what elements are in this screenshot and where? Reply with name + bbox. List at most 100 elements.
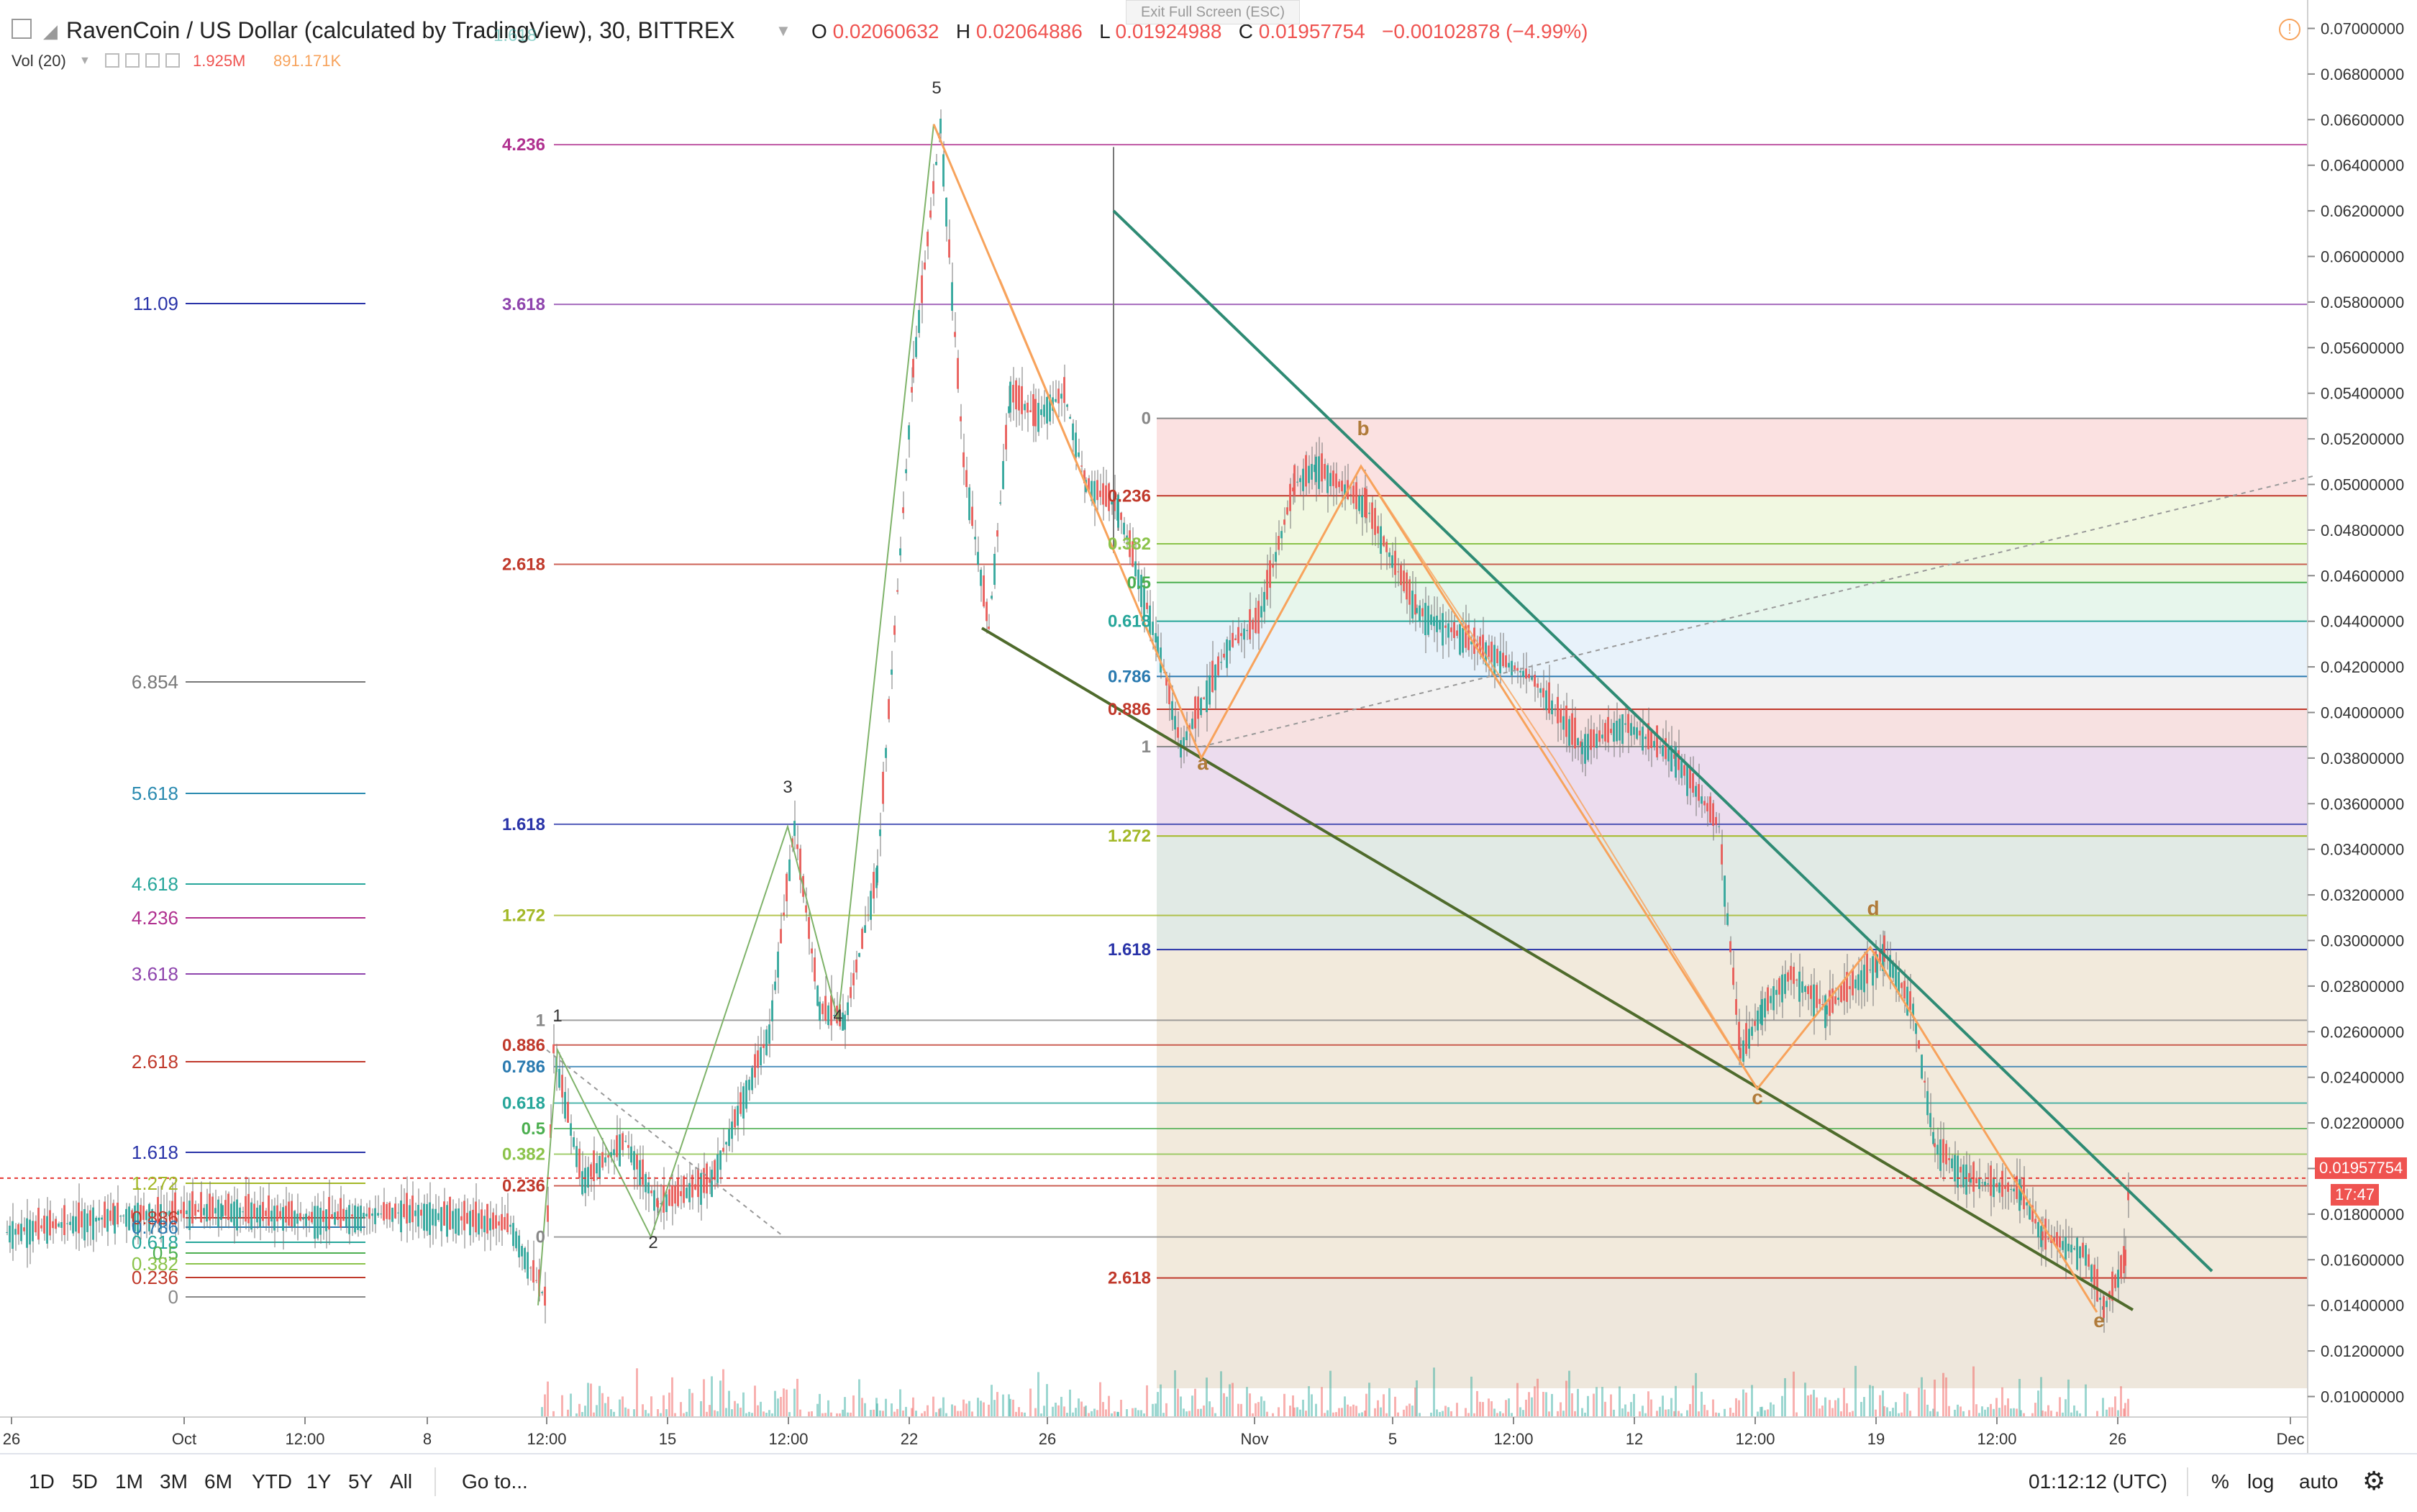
candle-body — [805, 905, 807, 913]
utc-clock[interactable]: 01:12:12 (UTC) — [2029, 1470, 2167, 1493]
candle-body — [1951, 1158, 1953, 1169]
chevron-down-icon[interactable]: ▼ — [79, 55, 91, 67]
candle-body — [1032, 394, 1034, 427]
candle-body — [368, 1207, 370, 1219]
range-ytd[interactable]: YTD — [252, 1470, 292, 1493]
volume-bar — [824, 1413, 827, 1417]
range-3m[interactable]: 3M — [160, 1470, 188, 1493]
volume-bar — [1686, 1410, 1688, 1417]
range-5y[interactable]: 5Y — [348, 1470, 373, 1493]
candle-body — [899, 548, 901, 556]
volume-bar — [1995, 1398, 1998, 1417]
candle-body — [200, 1192, 202, 1223]
alert-icon[interactable]: ! — [2279, 19, 2300, 40]
volume-bar — [1476, 1390, 1478, 1417]
volume-bar — [1993, 1408, 1995, 1417]
auto-scale-toggle[interactable]: auto — [2299, 1470, 2339, 1493]
volume-bar — [842, 1409, 844, 1417]
candle-body — [613, 1149, 615, 1155]
candle-body — [1114, 493, 1116, 511]
volume-bar — [1601, 1387, 1603, 1417]
volume-bar — [1975, 1404, 1977, 1417]
candle-body — [171, 1201, 173, 1220]
volume-bar — [1968, 1410, 1970, 1417]
symbol-title[interactable]: RavenCoin / US Dollar (calculated by Tra… — [66, 17, 735, 43]
candle-body — [697, 1168, 699, 1198]
range-6m[interactable]: 6M — [204, 1470, 232, 1493]
volume-bar — [1901, 1412, 1903, 1417]
candle-body — [1670, 745, 1672, 772]
exit-fullscreen-tip[interactable]: Exit Full Screen (ESC) — [1126, 0, 1300, 24]
gear-icon[interactable]: ⚙ — [2362, 1466, 2386, 1495]
candle-body — [587, 1167, 589, 1188]
volume-bar — [2018, 1379, 2021, 1417]
candle-body — [322, 1211, 324, 1222]
volume-bar — [1347, 1404, 1349, 1417]
price-tick-label: 0.05800000 — [2321, 293, 2404, 311]
candle-body — [1793, 967, 1795, 984]
candle-body — [1798, 971, 1801, 1002]
price-tick-label: 0.04600000 — [2321, 567, 2404, 585]
volume-bar — [1810, 1394, 1812, 1417]
candle-body — [1134, 561, 1137, 577]
volume-bar — [1223, 1393, 1225, 1417]
volume-bar — [793, 1388, 796, 1417]
candle-body — [927, 232, 929, 247]
volume-bar — [957, 1411, 959, 1417]
candle-body — [2067, 1243, 2070, 1252]
candle-body — [1416, 608, 1418, 614]
candle-body — [58, 1223, 60, 1227]
range-1m[interactable]: 1M — [115, 1470, 143, 1493]
candle-body — [328, 1197, 330, 1230]
chevron-down-icon[interactable]: ▼ — [775, 22, 791, 40]
candle-body — [2127, 1188, 2129, 1201]
candle-body — [2056, 1231, 2058, 1249]
candle-body — [1650, 730, 1652, 748]
candle-body — [371, 1213, 373, 1216]
range-1d[interactable]: 1D — [29, 1470, 55, 1493]
candle-body — [1421, 608, 1424, 616]
gear-icon[interactable] — [125, 53, 140, 68]
fib-band — [1157, 1278, 2308, 1388]
candle-body — [683, 1176, 685, 1203]
percent-scale-toggle[interactable]: % — [2211, 1470, 2229, 1493]
volume-bar — [1126, 1409, 1128, 1417]
candle-body — [1528, 674, 1530, 678]
log-scale-toggle[interactable]: log — [2247, 1470, 2275, 1493]
collapse-icon[interactable] — [12, 19, 32, 39]
range-5d[interactable]: 5D — [72, 1470, 98, 1493]
candle-body — [1217, 656, 1219, 675]
volume-bar — [1088, 1413, 1090, 1417]
volume-bar — [1116, 1411, 1119, 1417]
support-trendline — [980, 627, 2134, 1311]
ohlc-high-label: H — [955, 20, 971, 42]
volume-bar — [1499, 1411, 1501, 1417]
goto-button[interactable]: Go to... — [462, 1470, 528, 1493]
plus-icon[interactable] — [145, 53, 160, 68]
candle-body — [2079, 1246, 2081, 1259]
candle-body — [1548, 682, 1550, 714]
candle-body — [855, 959, 857, 973]
candle-body — [1516, 668, 1519, 671]
volume-bar — [683, 1413, 685, 1417]
candle-body — [1778, 978, 1780, 995]
volume-bar — [839, 1413, 841, 1417]
candle-body — [983, 575, 985, 607]
volume-bar — [622, 1396, 624, 1417]
volume-bar — [751, 1413, 753, 1417]
volume-bar — [754, 1385, 756, 1417]
candle-body — [541, 1292, 543, 1293]
time-tick-label: Dec — [2276, 1430, 2304, 1448]
volume-bar — [1436, 1409, 1438, 1417]
range-1y[interactable]: 1Y — [306, 1470, 332, 1493]
volume-bar — [971, 1411, 973, 1417]
close-icon[interactable] — [165, 53, 180, 68]
candle-body — [896, 590, 898, 592]
volume-label[interactable]: Vol (20) — [12, 52, 66, 70]
volume-bar — [1879, 1395, 1881, 1417]
candle-body — [1962, 1164, 1965, 1188]
candle-body — [1525, 668, 1527, 679]
range-all[interactable]: All — [390, 1470, 413, 1493]
eye-icon[interactable] — [105, 53, 119, 68]
